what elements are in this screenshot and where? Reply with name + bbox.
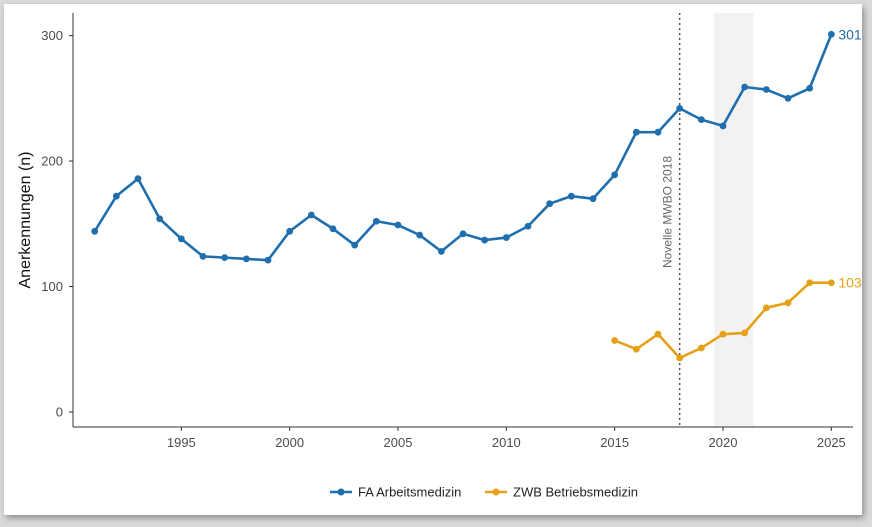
y-axis-label: Anerkennungen (n) (17, 152, 34, 289)
x-tick-label: 2000 (275, 435, 304, 450)
x-tick-label: 2025 (817, 435, 846, 450)
data-point (286, 227, 294, 235)
data-point (762, 86, 770, 93)
data-point (632, 128, 640, 136)
data-point (459, 230, 467, 238)
legend-marker-zwb (492, 488, 500, 496)
data-point (242, 255, 250, 263)
x-tick-label: 2015 (600, 435, 629, 450)
data-point (806, 84, 814, 92)
novelle-label: Novelle MWBO 2018 (661, 156, 675, 268)
data-point (437, 247, 445, 255)
data-point (264, 256, 272, 264)
data-point (134, 175, 142, 183)
series-zwb-betriebsmedizin: 103 (611, 275, 862, 362)
x-tick-label: 2010 (492, 435, 521, 450)
data-point (611, 171, 619, 179)
legend-label-zwb: ZWB Betriebsmedizin (513, 485, 638, 500)
legend-label-fa: FA Arbeitsmedizin (358, 485, 461, 500)
end-value-label: 103 (838, 275, 862, 291)
data-point (784, 299, 792, 307)
data-point (654, 330, 662, 338)
legend-marker-fa (337, 488, 345, 496)
legend-item-fa: FA Arbeitsmedizin (330, 485, 461, 500)
axes: 1995 2000 2005 2010 2015 2020 2025 0 100 200 300 (41, 13, 853, 450)
data-point (632, 345, 640, 353)
y-tick-label: 300 (41, 28, 63, 43)
data-point (307, 211, 315, 219)
data-point (676, 104, 684, 112)
data-point (567, 192, 575, 200)
legend: FA Arbeitsmedizin ZWB Betriebsmedizin (330, 485, 638, 500)
data-point (112, 192, 120, 200)
data-point (697, 116, 705, 124)
data-point (199, 252, 207, 260)
y-tick-label: 100 (41, 279, 63, 294)
data-point (416, 231, 424, 239)
end-value-label: 301 (838, 26, 862, 42)
data-point (784, 94, 792, 102)
data-point (546, 200, 554, 208)
x-tick-label: 2020 (709, 435, 738, 450)
data-point (394, 221, 402, 229)
x-tick-label: 1995 (167, 435, 196, 450)
data-point (676, 354, 684, 362)
data-point (697, 344, 705, 352)
data-point (481, 236, 489, 244)
y-tick-label: 0 (56, 404, 63, 419)
data-point (762, 304, 770, 312)
data-point (524, 222, 532, 230)
data-point (654, 128, 662, 136)
shaded-band (714, 13, 754, 427)
data-point (156, 215, 164, 223)
legend-item-zwb: ZWB Betriebsmedizin (485, 485, 638, 500)
series-fa-arbeitsmedizin: 301 (91, 26, 862, 264)
data-point (329, 225, 337, 233)
data-point (611, 337, 619, 344)
y-tick-label: 200 (41, 154, 63, 169)
data-point (719, 330, 727, 338)
data-point (827, 279, 835, 287)
data-point (502, 234, 510, 241)
data-point (177, 235, 185, 243)
data-point (806, 279, 814, 287)
data-point (221, 254, 229, 262)
data-point (351, 241, 359, 249)
data-point (372, 217, 380, 225)
data-point (741, 83, 749, 91)
x-tick-label: 2005 (384, 435, 413, 450)
data-point (589, 195, 597, 203)
data-point (719, 122, 727, 130)
data-point (91, 227, 99, 235)
series-layer: 301 103 (91, 26, 862, 362)
data-point (827, 30, 835, 38)
data-point (741, 329, 749, 337)
